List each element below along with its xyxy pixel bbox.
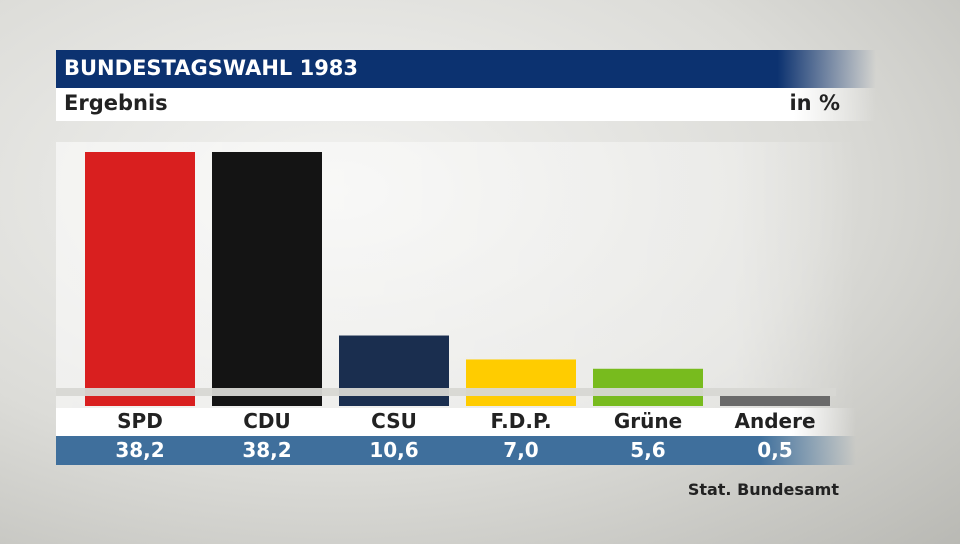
- category-label: CDU: [243, 409, 291, 433]
- value-label: 38,2: [242, 438, 292, 462]
- value-label: 7,0: [503, 438, 539, 462]
- unit-label: in %: [789, 91, 840, 115]
- category-label: Grüne: [613, 409, 683, 433]
- category-label: Andere: [734, 409, 816, 433]
- category-label: SPD: [117, 409, 163, 433]
- value-label: 0,5: [757, 438, 793, 462]
- bar-spd: [85, 152, 195, 406]
- category-label: F.D.P.: [490, 409, 552, 433]
- value-label-row: 38,2 38,2 10,6 7,0 5,6 0,5: [56, 436, 856, 465]
- bar-gr-ne: [593, 368, 703, 406]
- subtitle-bar: Ergebnis in %: [56, 88, 876, 121]
- category-label-row: SPD CDU CSU F.D.P. Grüne Andere: [56, 408, 856, 436]
- bar-andere: [720, 396, 830, 406]
- title-bar: BUNDESTAGSWAHL 1983: [56, 50, 876, 88]
- baseline-band: [56, 388, 836, 396]
- chart-subtitle: Ergebnis: [64, 91, 168, 115]
- bar-f-d-p: [466, 359, 576, 406]
- value-label: 5,6: [630, 438, 666, 462]
- source-label: Stat. Bundesamt: [687, 480, 839, 499]
- value-label: 38,2: [115, 438, 165, 462]
- chart-title: BUNDESTAGSWAHL 1983: [64, 56, 359, 80]
- category-label: CSU: [371, 409, 417, 433]
- bar-cdu: [212, 152, 322, 406]
- value-label: 10,6: [369, 438, 419, 462]
